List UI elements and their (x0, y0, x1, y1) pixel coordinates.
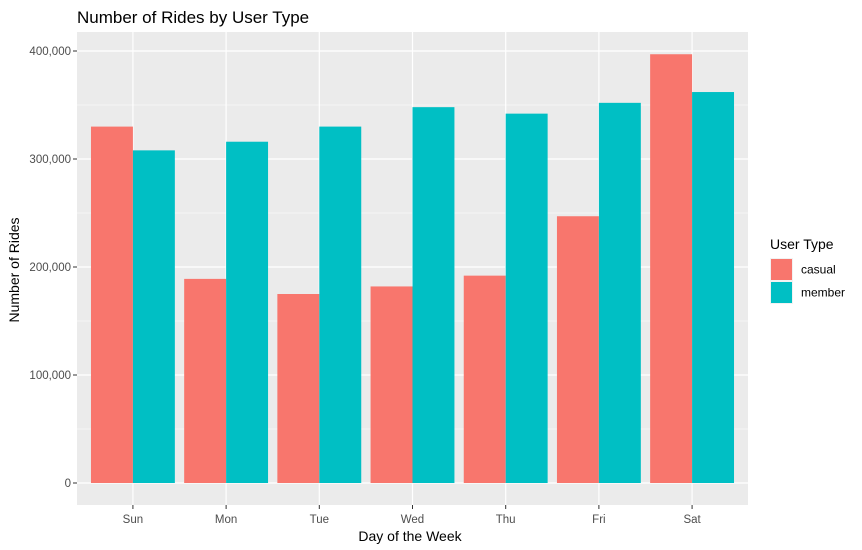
legend-key-member (771, 282, 792, 303)
x-axis-title: Day of the Week (358, 528, 462, 544)
y-tick-label: 100,000 (29, 370, 71, 382)
bar-member-tue (319, 126, 362, 483)
x-axis: Sun Mon Tue Wed Thu Fri Sat (123, 505, 702, 526)
legend-key-casual (771, 259, 792, 280)
x-tick-label: Fri (592, 514, 605, 526)
bar-casual-thu (463, 275, 506, 483)
y-axis: 0 100,000 200,000 300,000 400,000 (29, 46, 77, 490)
bar-casual-fri (556, 216, 599, 484)
bar-casual-wed (370, 286, 413, 483)
legend-title: User Type (770, 236, 834, 252)
legend-label-casual: casual (801, 263, 836, 277)
bar-member-fri (598, 102, 641, 483)
x-tick-label: Sun (123, 514, 143, 526)
legend: User Type casual member (770, 236, 845, 304)
y-tick-label: 200,000 (29, 262, 71, 274)
bar-casual-mon (184, 278, 227, 483)
x-tick-label: Mon (215, 514, 237, 526)
bar-member-wed (412, 107, 455, 483)
x-tick-label: Thu (496, 514, 516, 526)
legend-label-member: member (801, 286, 845, 300)
x-tick-label: Tue (310, 514, 329, 526)
x-tick-label: Sat (683, 514, 701, 526)
bar-casual-sun (90, 126, 133, 483)
x-tick-label: Wed (401, 514, 424, 526)
bars (90, 54, 735, 484)
bar-member-sun (132, 150, 175, 484)
bar-member-thu (505, 113, 548, 483)
y-tick-label: 300,000 (29, 154, 71, 166)
bar-casual-sat (650, 54, 693, 484)
bar-casual-tue (277, 294, 320, 483)
y-tick-label: 0 (65, 478, 71, 490)
y-axis-title: Number of Rides (6, 217, 22, 322)
y-tick-label: 400,000 (29, 46, 71, 58)
chart-title: Number of Rides by User Type (77, 8, 309, 27)
bar-member-sat (692, 92, 735, 483)
bar-member-mon (226, 141, 269, 483)
